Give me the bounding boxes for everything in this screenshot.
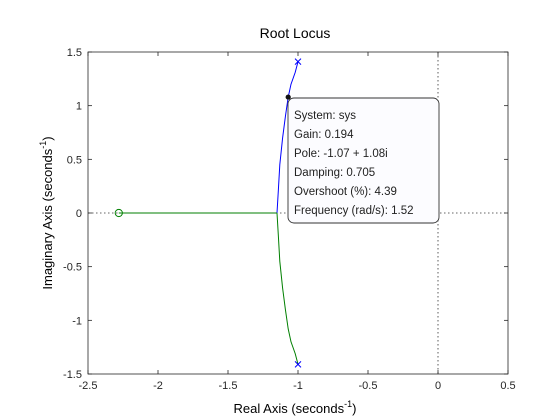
data-tip-pole: Pole: -1.07 + 1.08i	[294, 148, 388, 160]
x-tick-label: 0	[435, 380, 441, 392]
y-axis-label-text: Imaginary Axis (seconds	[40, 148, 55, 289]
y-axis-label-exponent: -1	[38, 141, 48, 149]
y-tick-label: 0.5	[67, 154, 82, 166]
y-tick-label: 0	[76, 208, 82, 220]
x-tick-label: 0.5	[500, 380, 515, 392]
data-tip-frequency: Frequency (rad/s): 1.52	[294, 205, 414, 217]
x-tick-label: -1.5	[219, 380, 238, 392]
y-tick-label: -0.5	[63, 262, 82, 274]
y-axis-label: Imaginary Axis (seconds-1)	[38, 136, 55, 289]
y-tick-label: -1	[72, 315, 82, 327]
x-tick-label: -2.5	[79, 380, 98, 392]
data-tip-gain: Gain: 0.194	[294, 129, 354, 141]
x-axis-label-exponent: -1	[344, 399, 352, 409]
y-tick-label: 1.5	[67, 47, 82, 59]
x-tick-label: -2	[153, 380, 163, 392]
y-tick-label: 1	[76, 101, 82, 113]
data-tip-damping: Damping: 0.705	[294, 167, 375, 179]
data-tip-system: System: sys	[294, 110, 356, 122]
data-tip-marker[interactable]	[286, 94, 291, 99]
data-tip[interactable]: System: sys Gain: 0.194 Pole: -1.07 + 1.…	[286, 94, 439, 223]
x-axis-label-text: Real Axis (seconds	[234, 401, 345, 416]
data-tip-overshoot: Overshoot (%): 4.39	[294, 186, 397, 198]
y-tick-label: -1.5	[63, 369, 82, 381]
chart-title: Root Locus	[260, 25, 331, 41]
x-tick-label: -0.5	[359, 380, 378, 392]
x-tick-label: -1	[293, 380, 303, 392]
x-axis-label: Real Axis (seconds-1)	[234, 399, 357, 416]
